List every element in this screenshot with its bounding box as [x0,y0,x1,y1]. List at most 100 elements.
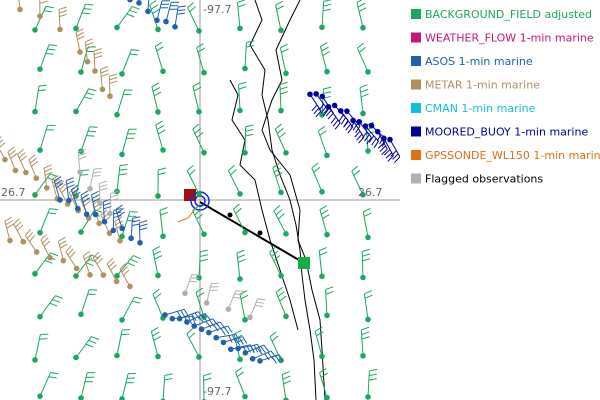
wind-barb [319,368,330,400]
wind-barb [236,249,246,282]
barb-tick [192,205,199,212]
barb-tick [109,80,118,84]
barb-tick [59,10,67,14]
barb-tick [313,166,321,173]
wind-barb [363,290,373,323]
barb-tick [239,290,248,295]
barb-tick [151,82,160,88]
barb-tick [387,155,394,162]
barb-tick [82,197,91,203]
barb-tick [85,3,94,6]
barb-tick [116,208,124,214]
barb-tick [223,326,230,335]
barb-station [344,108,350,114]
barb-tick [228,335,233,343]
barb-station [163,18,169,25]
barb-tick [238,337,244,345]
barb-tick [126,13,135,18]
barb-station [220,339,227,346]
wind-barb [17,0,23,13]
barb-station [242,65,248,72]
barb-tick [196,43,204,49]
barb-tick [139,223,148,227]
barb-tick [152,86,161,92]
barb-station [235,345,241,352]
barb-station [169,315,176,322]
barb-tick [278,354,284,362]
barb-staff [121,129,130,155]
barb-station [365,394,371,400]
barb-tick [38,89,47,92]
barb-tick [263,344,270,352]
wind-barb [311,162,325,195]
wind-barb [381,135,394,162]
barb-tick [96,257,103,265]
barb-station [160,147,166,153]
barb-station [182,290,188,297]
barb-staff [186,333,200,358]
wind-barb [77,148,87,175]
barb-tick [364,294,373,299]
barb-tick [203,377,212,381]
barb-tick [154,255,163,260]
barb-station [365,234,371,241]
barb-tick [311,162,319,169]
barb-tick [83,8,92,10]
barb-station [307,91,313,98]
barb-tick [186,165,194,172]
barb-tick [369,373,378,377]
barb-staff [227,290,237,310]
barb-tick [345,123,352,131]
barb-tick [158,172,166,176]
wind-barb [154,0,170,24]
barb-staff [80,289,90,315]
barb-tick [279,86,288,90]
wind-barb [163,1,180,25]
barb-tick [197,292,205,298]
barb-tick [61,186,68,194]
barb-tick [220,328,226,336]
barb-station [313,91,319,97]
barb-staff [106,263,118,282]
legend-swatch [411,103,421,113]
barb-tick [281,370,290,376]
barb-tick [7,146,15,153]
wind-barb [319,0,332,31]
barb-staff [80,126,91,152]
barb-tick [364,134,370,142]
barb-staff [39,372,52,397]
wind-barb [281,370,292,400]
barb-tick [272,162,280,169]
wind-barb [233,203,248,236]
barb-tick [151,326,159,332]
barb-tick [152,288,160,295]
wind-barb [235,367,248,400]
wind-barb [92,48,103,74]
barb-tick [334,122,341,130]
barb-station [77,49,83,55]
barb-tick [94,254,101,262]
barb-tick [45,53,54,55]
barb-tick [323,3,332,7]
barb-tick [190,277,199,280]
wind-barb [114,216,124,244]
barb-tick [115,204,123,210]
barb-tick [91,194,100,199]
wind-barb [43,164,53,191]
wind-barb [28,154,40,182]
barb-tick [390,150,397,157]
barb-staff [116,6,133,28]
barb-station [73,273,79,279]
barb-tick [212,318,219,326]
barb-tick [38,84,47,87]
wind-barb [314,326,325,360]
barb-tick [132,219,141,223]
barb-station [12,167,19,174]
barb-tick [5,220,13,226]
barb-staff [184,274,193,294]
barb-tick [379,145,386,152]
barb-tick [121,266,128,273]
barb-tick [139,227,148,231]
wind-barb [37,295,63,320]
barb-station [145,8,151,15]
